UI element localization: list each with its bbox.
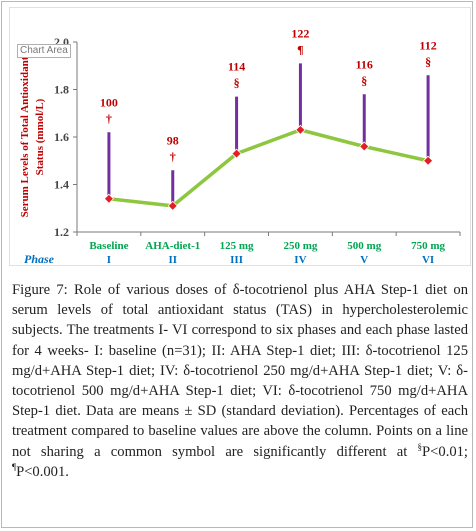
category-label: 500 mg	[347, 240, 381, 252]
phase-label: III	[230, 254, 243, 265]
data-point	[167, 200, 178, 211]
data-point	[423, 155, 434, 166]
category-label: 750 mg	[411, 240, 445, 252]
phase-label: IV	[294, 254, 306, 265]
phase-label: I	[107, 254, 111, 265]
caption-text: Role of various doses of δ-tocotrienol p…	[12, 282, 469, 460]
significance-symbol: §	[425, 54, 431, 68]
y-tick-label: 1.8	[54, 83, 69, 97]
category-label: 125 mg	[220, 240, 254, 252]
phase-label: VI	[422, 254, 434, 265]
percent-label: 116	[356, 57, 373, 71]
significance-symbol: †	[106, 111, 112, 125]
figure-caption: Figure 7: Role of various doses of δ-toc…	[12, 280, 468, 482]
significance-symbol: §	[361, 73, 367, 87]
y-axis-label-line2: Status (mmol/L)	[34, 98, 46, 175]
chart-area-tag: Chart Area	[17, 44, 71, 58]
series-line	[108, 128, 429, 208]
percent-label: 122	[291, 26, 309, 40]
y-tick-label: 1.6	[54, 130, 69, 144]
sig1-text: P<0.01;	[422, 443, 468, 460]
category-label: Baseline	[89, 240, 128, 252]
percent-label: 100	[100, 95, 118, 109]
phase-label: V	[360, 254, 368, 265]
y-tick-label: 1.4	[54, 178, 69, 192]
y-axis-label-line1: Serum Levels of Total Antioxidant	[19, 56, 31, 217]
y-tick-label: 1.2	[54, 225, 69, 239]
data-point	[359, 141, 370, 152]
sig1-symbol: §	[417, 441, 423, 452]
percent-label: 112	[419, 38, 436, 52]
sig2-symbol: ¶	[12, 461, 17, 472]
category-label: AHA-diet-1	[145, 240, 200, 252]
data-point	[103, 193, 114, 204]
category-label: 250 mg	[283, 240, 317, 252]
phase-label: II	[168, 254, 177, 265]
x-axis-label: Phase	[24, 252, 55, 265]
caption-label: Figure 7:	[12, 282, 68, 298]
significance-symbol: ¶	[297, 42, 303, 56]
percent-label: 114	[228, 60, 245, 74]
sig2-text: P<0.001.	[16, 463, 69, 480]
percent-label: 98	[167, 133, 179, 147]
data-point	[231, 148, 242, 159]
chart-area: 1.2 1.4 1.6 1.8 2.0 Serum Levels of Total Ant…	[9, 7, 471, 266]
significance-symbol: §	[234, 76, 240, 90]
data-point	[295, 124, 306, 135]
significance-symbol: †	[170, 149, 176, 163]
